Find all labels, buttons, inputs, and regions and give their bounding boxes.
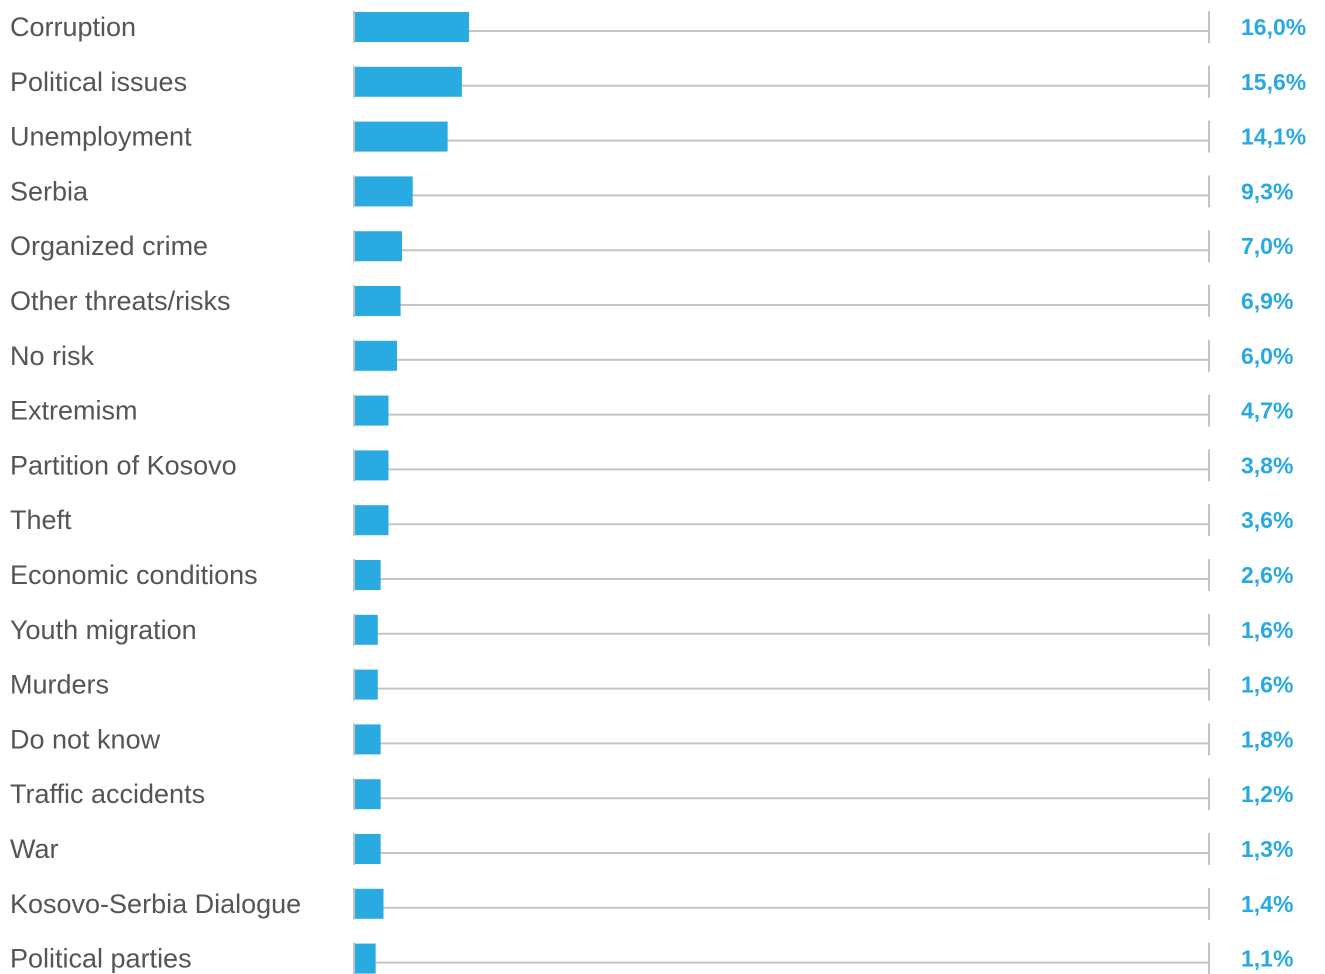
value-label: 15,6% — [1241, 69, 1306, 95]
value-label: 2,6% — [1241, 562, 1293, 588]
category-label: Extremism — [10, 396, 138, 426]
bar — [355, 614, 378, 645]
category-label: Political parties — [10, 944, 192, 974]
value-label: 1,6% — [1241, 672, 1293, 698]
bar — [355, 286, 401, 316]
bar — [355, 66, 462, 97]
value-label: 1,8% — [1241, 726, 1293, 752]
category-label: Serbia — [10, 176, 89, 206]
bar — [355, 888, 384, 919]
bar — [355, 724, 381, 755]
category-label: Theft — [10, 505, 72, 535]
bar — [355, 395, 389, 426]
category-label: Other threats/risks — [10, 286, 231, 316]
category-label: War — [10, 834, 59, 864]
value-label: 6,9% — [1241, 288, 1293, 314]
category-label: Traffic accidents — [10, 779, 205, 809]
category-label: Political issues — [10, 67, 187, 97]
category-label: Youth migration — [10, 615, 197, 645]
category-label: No risk — [10, 341, 95, 371]
chart-rows: Corruption 16,0% Political issues 15,6% Unem… — [10, 11, 1306, 974]
bar — [355, 340, 398, 371]
bar — [355, 834, 381, 864]
bar — [355, 560, 381, 590]
value-label: 7,0% — [1241, 233, 1293, 259]
bar — [355, 176, 413, 207]
value-label: 16,0% — [1241, 14, 1306, 40]
bar — [355, 943, 376, 974]
bar — [355, 12, 469, 42]
value-label: 3,8% — [1241, 452, 1293, 478]
bar — [355, 779, 381, 810]
value-label: 1,3% — [1241, 836, 1293, 862]
bar — [355, 450, 389, 481]
category-label: Economic conditions — [10, 560, 258, 590]
bar — [355, 231, 403, 262]
value-label: 3,6% — [1241, 507, 1293, 533]
bar — [355, 669, 378, 700]
category-label: Kosovo-Serbia Dialogue — [10, 889, 301, 919]
category-label: Partition of Kosovo — [10, 450, 237, 480]
value-label: 4,7% — [1241, 398, 1293, 424]
bar — [355, 121, 448, 152]
value-label: 6,0% — [1241, 343, 1293, 369]
value-label: 1,4% — [1241, 891, 1293, 917]
value-label: 14,1% — [1241, 124, 1306, 150]
category-label: Organized crime — [10, 231, 208, 261]
category-label: Unemployment — [10, 122, 192, 152]
bar — [355, 505, 389, 536]
value-label: 9,3% — [1241, 178, 1293, 204]
value-label: 1,6% — [1241, 617, 1293, 643]
category-label: Do not know — [10, 724, 161, 754]
category-label: Murders — [10, 670, 109, 700]
value-label: 1,1% — [1241, 946, 1293, 972]
value-label: 1,2% — [1241, 781, 1293, 807]
category-label: Corruption — [10, 12, 136, 42]
